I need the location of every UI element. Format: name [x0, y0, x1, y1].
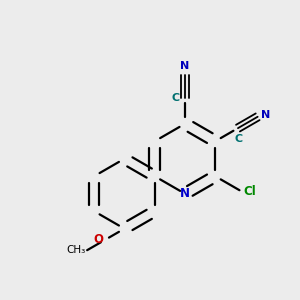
Text: N: N — [180, 187, 190, 200]
Text: C: C — [172, 92, 180, 103]
Text: O: O — [93, 233, 103, 246]
Text: Cl: Cl — [244, 184, 256, 198]
Text: C: C — [235, 134, 243, 144]
Text: N: N — [261, 110, 270, 120]
Text: CH₃: CH₃ — [67, 245, 86, 255]
Text: N: N — [180, 61, 190, 71]
